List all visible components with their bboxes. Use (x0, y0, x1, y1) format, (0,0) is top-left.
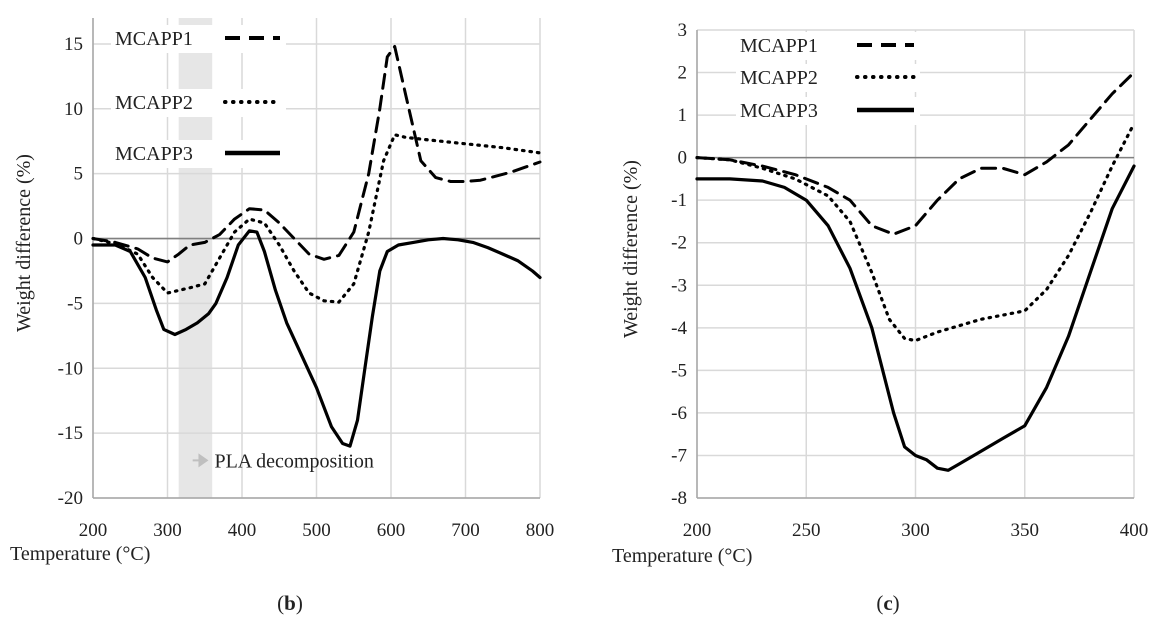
legend-label: MCAPP3 (740, 100, 818, 122)
chart-panel-0: 200 300 400 500 600 700 800 -20 -15 -10 -5 0 5 10 15 Te… (10, 18, 554, 615)
y-tick-label: 10 (64, 99, 83, 120)
series-line-mcapp1 (91, 45, 542, 264)
y-tick-label: 3 (678, 20, 688, 41)
y-tick-label: -5 (67, 293, 83, 314)
legend: MCAPP1 MCAPP2 MCAPP3 (736, 32, 920, 125)
y-tick-label: 5 (74, 164, 84, 185)
x-tick-label: 400 (228, 520, 257, 541)
x-tick-label: 700 (451, 520, 480, 541)
x-tick-label: 800 (526, 520, 555, 541)
y-tick-label: -3 (671, 275, 687, 296)
series-line-mcapp1 (695, 71, 1136, 236)
legend: MCAPP1 MCAPP2 MCAPP3 (111, 25, 286, 168)
legend-label: MCAPP2 (115, 92, 193, 114)
y-tick-label: -15 (58, 423, 83, 444)
y-tick-label: -10 (58, 358, 83, 379)
legend-label: MCAPP3 (115, 143, 193, 165)
annotation-arrow-head (198, 453, 209, 468)
x-tick-label: 300 (153, 520, 182, 541)
x-tick-label: 250 (792, 520, 821, 541)
series-line-mcapp3 (695, 164, 1136, 472)
y-tick-label: -5 (671, 360, 687, 381)
y-tick-label: -8 (671, 488, 687, 509)
y-tick-label: -4 (671, 318, 687, 339)
y-axis-title: Weight difference (%) (13, 154, 35, 332)
chart-panel-1: 200 250 300 350 400 -8 -7 -6 -5 -4 -3 -2 -1 0 1 2 3 Tempe… (612, 20, 1148, 615)
y-tick-label: 1 (678, 105, 688, 126)
x-axis-title: Temperature (°C) (10, 543, 150, 565)
y-tick-label: 2 (678, 63, 688, 84)
legend-label: MCAPP1 (115, 28, 193, 50)
legend-label: MCAPP1 (740, 35, 818, 57)
panel-label: (c) (876, 591, 899, 615)
x-tick-label: 600 (377, 520, 406, 541)
y-tick-label: -6 (671, 403, 687, 424)
x-tick-label: 200 (79, 520, 108, 541)
x-tick-label: 350 (1011, 520, 1040, 541)
panel-label: (b) (277, 591, 303, 615)
x-tick-label: 400 (1120, 520, 1149, 541)
y-tick-label: 0 (74, 229, 84, 250)
y-tick-label: 0 (678, 148, 688, 169)
y-tick-label: -20 (58, 488, 83, 509)
y-tick-label: 15 (64, 34, 83, 55)
x-axis-title: Temperature (°C) (612, 545, 752, 567)
series-line-mcapp3 (91, 229, 542, 448)
series-line-mcapp2 (91, 133, 542, 304)
y-axis-title: Weight difference (%) (620, 160, 642, 338)
x-tick-label: 300 (901, 520, 930, 541)
x-tick-label: 200 (683, 520, 712, 541)
y-tick-label: -2 (671, 233, 687, 254)
annotation-text: PLA decomposition (214, 450, 373, 472)
y-tick-label: -7 (671, 445, 687, 466)
legend-label: MCAPP2 (740, 67, 818, 89)
x-tick-label: 500 (302, 520, 331, 541)
y-tick-label: -1 (671, 190, 687, 211)
series-line-mcapp2 (695, 122, 1136, 343)
